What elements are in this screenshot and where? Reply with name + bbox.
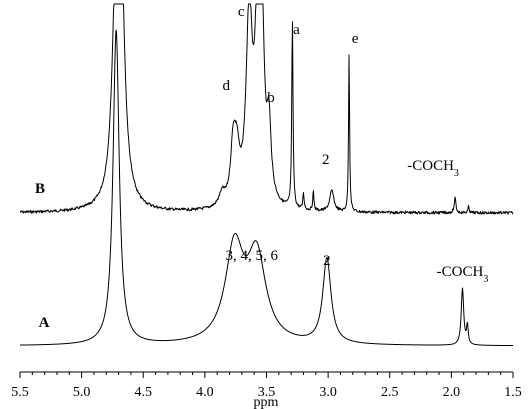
- x-tick-label: 2.0: [443, 385, 461, 400]
- x-tick-label: 2.5: [381, 385, 399, 400]
- peak-label: 2: [322, 152, 330, 168]
- annotations: Ba b c d e 2 -COCH3 A 3, 4, 5, 6 2 -COCH3: [35, 4, 488, 331]
- series-label-A: A: [39, 315, 50, 331]
- spectrum-traces: [19, 3, 514, 347]
- peak-label: -COCH3: [407, 158, 459, 179]
- peak-label: d: [222, 78, 230, 94]
- peak-label: e: [352, 31, 359, 47]
- series-label-B: B: [35, 181, 45, 197]
- peak-label-subscript: 3: [454, 168, 459, 179]
- x-axis-title: ppm: [254, 395, 279, 409]
- x-tick-label: 1.5: [504, 385, 522, 400]
- x-tick-label: 5.0: [73, 385, 91, 400]
- peak-label: 3, 4, 5, 6: [225, 248, 278, 264]
- x-axis-ticks: 5.5 5.0 4.5 4.0 3.5 3.0 2.5 2.0 1.5: [11, 372, 522, 400]
- x-tick-label: 5.5: [11, 385, 29, 400]
- x-tick-label: 4.0: [196, 385, 214, 400]
- peak-label: b: [267, 90, 275, 106]
- peak-label: -COCH3: [437, 264, 489, 285]
- peak-label: 2: [323, 253, 331, 269]
- spectrum-line-B: [19, 3, 514, 215]
- peak-label: c: [238, 4, 245, 20]
- peak-label-subscript: 3: [483, 274, 488, 285]
- x-tick-label: 3.0: [319, 385, 337, 400]
- spectrum-line-A: [20, 29, 514, 347]
- peak-label: a: [293, 22, 300, 38]
- x-tick-label: 4.5: [135, 385, 153, 400]
- x-tick-label: 3.5: [258, 385, 276, 400]
